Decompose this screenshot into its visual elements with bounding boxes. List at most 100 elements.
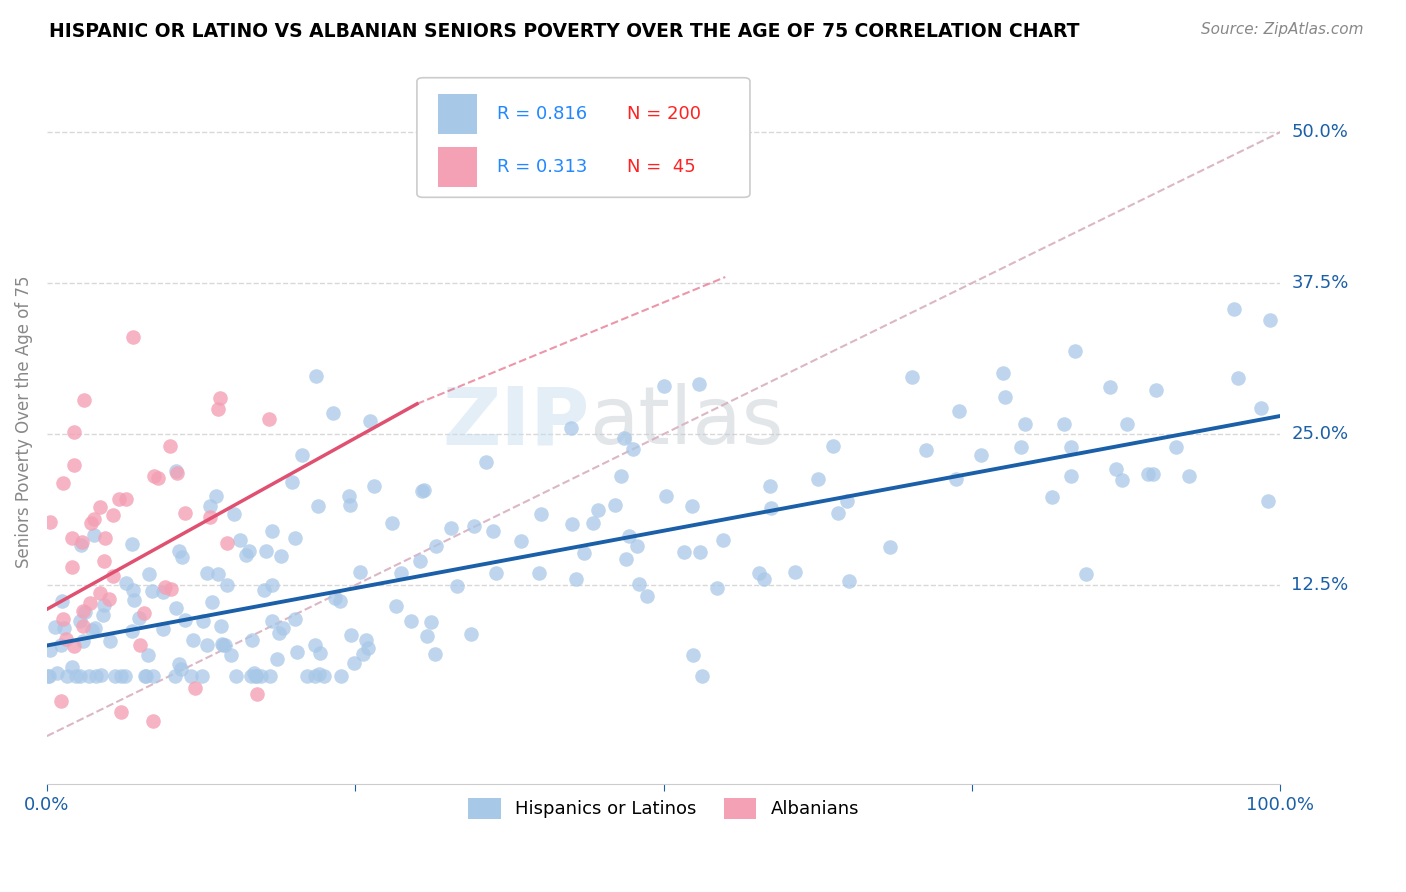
Point bbox=[879, 540, 901, 554]
Point bbox=[621, 442, 644, 456]
Point bbox=[827, 506, 849, 520]
Point bbox=[308, 666, 330, 681]
Point bbox=[690, 669, 713, 683]
Point bbox=[142, 469, 165, 483]
Point bbox=[1060, 468, 1083, 483]
Point bbox=[101, 508, 124, 522]
Point bbox=[134, 669, 156, 683]
Point bbox=[52, 612, 75, 626]
Point bbox=[586, 503, 609, 517]
Text: R = 0.313: R = 0.313 bbox=[498, 158, 588, 176]
Point bbox=[138, 567, 160, 582]
Point bbox=[136, 648, 159, 662]
Point bbox=[141, 583, 163, 598]
Point bbox=[228, 533, 250, 547]
Point bbox=[337, 489, 360, 503]
Point bbox=[322, 406, 344, 420]
FancyBboxPatch shape bbox=[418, 78, 749, 197]
Point bbox=[235, 548, 257, 562]
Point bbox=[129, 639, 152, 653]
Text: HISPANIC OR LATINO VS ALBANIAN SENIORS POVERTY OVER THE AGE OF 75 CORRELATION CH: HISPANIC OR LATINO VS ALBANIAN SENIORS P… bbox=[49, 22, 1080, 41]
Point bbox=[80, 624, 103, 638]
Point bbox=[339, 498, 361, 512]
Point bbox=[270, 549, 292, 564]
Point bbox=[425, 647, 447, 661]
Point bbox=[413, 483, 436, 497]
Text: Source: ZipAtlas.com: Source: ZipAtlas.com bbox=[1201, 22, 1364, 37]
Point bbox=[165, 464, 187, 478]
Point bbox=[304, 669, 326, 683]
Point bbox=[603, 499, 626, 513]
Point bbox=[184, 681, 207, 695]
Point bbox=[53, 621, 76, 635]
Point bbox=[308, 646, 330, 660]
Point bbox=[614, 552, 637, 566]
Point bbox=[837, 494, 859, 508]
Point bbox=[89, 500, 111, 515]
Point bbox=[152, 584, 174, 599]
Point bbox=[84, 669, 107, 683]
Point bbox=[1250, 401, 1272, 415]
Point bbox=[259, 412, 281, 426]
Point bbox=[1060, 440, 1083, 454]
Point bbox=[93, 554, 115, 568]
Point bbox=[340, 628, 363, 642]
Point bbox=[132, 606, 155, 620]
Point bbox=[260, 524, 283, 538]
Point bbox=[560, 421, 582, 435]
Point bbox=[399, 614, 422, 628]
Legend: Hispanics or Latinos, Albanians: Hispanics or Latinos, Albanians bbox=[461, 791, 866, 826]
Point bbox=[297, 669, 319, 683]
Point bbox=[114, 669, 136, 683]
Text: atlas: atlas bbox=[589, 383, 785, 461]
Point bbox=[1144, 383, 1167, 397]
Point bbox=[128, 611, 150, 625]
Point bbox=[142, 714, 165, 729]
Point bbox=[72, 604, 94, 618]
Point bbox=[180, 669, 202, 683]
Point bbox=[271, 621, 294, 635]
Point bbox=[281, 475, 304, 489]
Point bbox=[73, 392, 96, 407]
Point bbox=[411, 483, 433, 498]
Point bbox=[1258, 313, 1281, 327]
Point bbox=[69, 669, 91, 683]
Point bbox=[122, 330, 145, 344]
Point bbox=[70, 535, 93, 549]
Point bbox=[225, 669, 247, 683]
Point bbox=[610, 468, 633, 483]
Point bbox=[363, 479, 385, 493]
Point bbox=[1014, 417, 1036, 432]
Point bbox=[254, 544, 277, 558]
Point bbox=[98, 633, 121, 648]
Point bbox=[146, 471, 169, 485]
Point bbox=[200, 595, 222, 609]
Point bbox=[69, 615, 91, 629]
Point bbox=[37, 669, 59, 683]
Point bbox=[98, 592, 121, 607]
Point bbox=[530, 508, 553, 522]
Point bbox=[1098, 379, 1121, 393]
Point bbox=[121, 582, 143, 597]
Point bbox=[38, 643, 60, 657]
Point bbox=[564, 572, 586, 586]
Point bbox=[190, 669, 212, 683]
FancyBboxPatch shape bbox=[437, 94, 478, 134]
Point bbox=[181, 632, 204, 647]
Point bbox=[122, 592, 145, 607]
Point bbox=[60, 660, 83, 674]
Point bbox=[55, 669, 77, 683]
Point bbox=[994, 390, 1017, 404]
Point bbox=[49, 638, 72, 652]
Point bbox=[46, 665, 69, 680]
Point bbox=[673, 545, 696, 559]
Point bbox=[305, 368, 328, 383]
Point bbox=[785, 566, 807, 580]
Point bbox=[91, 608, 114, 623]
Point bbox=[207, 566, 229, 581]
Point bbox=[970, 448, 993, 462]
Point bbox=[211, 637, 233, 651]
Point bbox=[356, 640, 378, 655]
Point bbox=[706, 581, 728, 595]
Point bbox=[160, 582, 183, 596]
